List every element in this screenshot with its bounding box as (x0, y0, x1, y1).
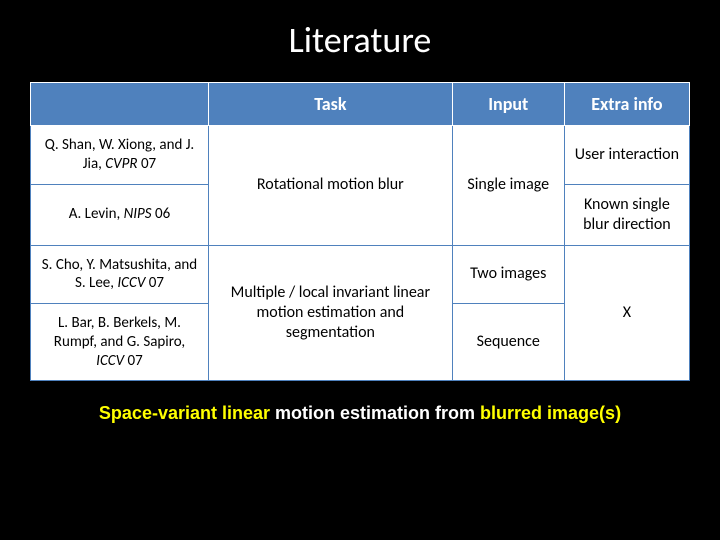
ref-venue: NIPS (124, 205, 152, 223)
caption-highlight-1: Space-variant linear (99, 403, 270, 423)
ref-text: L. Bar, B. Berkels, M. Rumpf, and G. Sap… (54, 314, 185, 351)
table-header-row: Task Input Extra info (31, 83, 690, 126)
ref-venue: CVPR (105, 155, 137, 173)
col-header-input: Input (452, 83, 564, 126)
cell-ref-3: S. Cho, Y. Matsushita, and S. Lee, ICCV … (31, 245, 209, 304)
ref-venue: ICCV (117, 274, 145, 292)
ref-year: 07 (124, 352, 143, 370)
cell-ref-2: A. Levin, NIPS 06 (31, 184, 209, 245)
caption-highlight-2: blurred image(s) (480, 403, 621, 423)
cell-input-1: Single image (452, 126, 564, 246)
cell-ref-4: L. Bar, B. Berkels, M. Rumpf, and G. Sap… (31, 304, 209, 381)
col-header-ref (31, 83, 209, 126)
ref-year: 06 (152, 205, 171, 223)
caption-mid: motion estimation from (270, 403, 480, 423)
caption: Space-variant linear motion estimation f… (30, 403, 690, 424)
slide-title: Literature (30, 18, 690, 62)
cell-extra-3: X (564, 245, 689, 381)
cell-task-3: Multiple / local invariant linear motion… (208, 245, 452, 381)
slide: Literature Task Input Extra info Q. Shan… (0, 0, 720, 540)
cell-extra-2: Known single blur direction (564, 184, 689, 245)
literature-table: Task Input Extra info Q. Shan, W. Xiong,… (30, 82, 690, 381)
cell-task-1: Rotational motion blur (208, 126, 452, 246)
table-row: S. Cho, Y. Matsushita, and S. Lee, ICCV … (31, 245, 690, 304)
ref-venue: ICCV (96, 352, 124, 370)
ref-year: 07 (145, 274, 164, 292)
cell-input-4: Sequence (452, 304, 564, 381)
col-header-task: Task (208, 83, 452, 126)
ref-year: 07 (138, 155, 157, 173)
cell-extra-1: User interaction (564, 126, 689, 185)
col-header-extra: Extra info (564, 83, 689, 126)
table-row: Q. Shan, W. Xiong, and J. Jia, CVPR 07 R… (31, 126, 690, 185)
cell-ref-1: Q. Shan, W. Xiong, and J. Jia, CVPR 07 (31, 126, 209, 185)
cell-input-3: Two images (452, 245, 564, 304)
ref-text: A. Levin, (69, 205, 124, 223)
